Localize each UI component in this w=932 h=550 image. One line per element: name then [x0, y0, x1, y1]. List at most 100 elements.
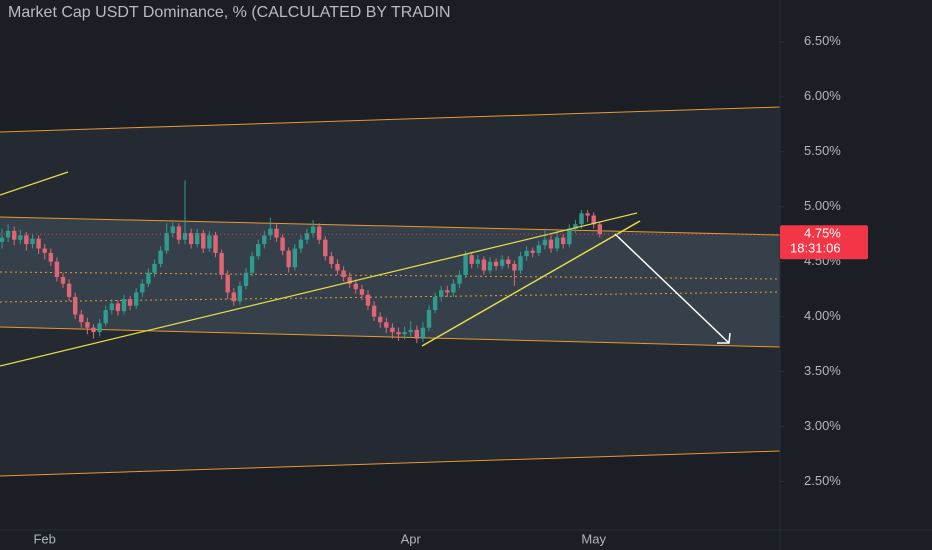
candle-body: [73, 296, 78, 315]
candle-body: [298, 239, 304, 249]
candle-body: [323, 239, 328, 257]
candle-body: [109, 303, 114, 311]
candle-body: [24, 235, 29, 245]
candle-body: [493, 261, 499, 267]
candle-body: [237, 285, 243, 302]
candle-body: [384, 322, 389, 328]
candle-body: [134, 292, 139, 306]
candle-body: [176, 226, 182, 240]
candle-body: [420, 327, 426, 339]
x-tick-label: Feb: [33, 531, 55, 546]
candle-body: [0, 237, 5, 242]
candle-body: [60, 277, 66, 284]
trend-line: [0, 171, 69, 196]
candle-body: [12, 230, 17, 240]
candle-body: [567, 228, 572, 245]
candle-body: [219, 252, 224, 275]
candle-body: [512, 263, 517, 271]
candle-body: [231, 292, 236, 302]
candle-body: [561, 237, 566, 245]
candle-body: [451, 283, 456, 293]
candle-body: [152, 263, 157, 273]
candle-body: [280, 237, 285, 251]
candle-body: [97, 323, 102, 333]
candle-body: [554, 237, 560, 249]
candle-body: [262, 235, 267, 245]
inner-channel: [0, 217, 780, 347]
candle-body: [396, 332, 401, 335]
candle-body: [256, 244, 261, 257]
chart-title: Market Cap USDT Dominance, % (CALCULATED…: [8, 4, 451, 21]
last-price-box: [780, 225, 868, 260]
candle-body: [85, 322, 90, 328]
candle-body: [506, 259, 511, 264]
candle-body: [213, 235, 218, 253]
candle-body: [487, 261, 493, 271]
last-price-label: 4.75%: [804, 226, 841, 241]
candle-body: [243, 272, 249, 286]
candle-body: [164, 233, 169, 251]
candle-body: [182, 233, 188, 240]
candle-body: [402, 332, 407, 335]
candle-body: [36, 238, 41, 249]
candle-body: [249, 256, 255, 273]
y-tick-label: 3.50%: [804, 363, 841, 378]
candle-body: [310, 226, 316, 234]
countdown: 18:31:06: [790, 241, 841, 256]
candle-body: [585, 213, 590, 216]
candle-body: [317, 226, 322, 240]
candle-body: [591, 215, 596, 225]
candle-body: [329, 256, 334, 264]
candle-body: [359, 289, 365, 295]
candle-body: [335, 263, 340, 271]
y-tick-label: 6.50%: [804, 33, 841, 48]
candle-body: [542, 239, 548, 246]
channel-line: [0, 106, 781, 133]
y-tick-label: 3.00%: [804, 418, 841, 433]
dotted-level: [0, 271, 781, 280]
candle-body: [378, 316, 383, 323]
candle-body: [408, 329, 413, 333]
candle-body: [18, 235, 23, 240]
candle-body: [548, 239, 554, 249]
candle-body: [353, 283, 358, 290]
trend-line: [0, 212, 638, 367]
channel-line: [0, 216, 781, 236]
x-tick-label: May: [581, 531, 606, 546]
candle-body: [432, 296, 438, 311]
candle-body: [371, 305, 377, 317]
arrow-head: [717, 332, 731, 344]
candle-body: [66, 283, 72, 297]
candle-body: [426, 310, 432, 328]
candle-body: [79, 314, 84, 323]
candle-body: [54, 261, 60, 278]
candle-body: [414, 329, 419, 339]
candle-body: [91, 327, 96, 333]
candle-body: [390, 327, 395, 333]
y-tick-label: 2.50%: [804, 473, 841, 488]
candle-body: [30, 238, 35, 245]
y-tick-label: 4.00%: [804, 308, 841, 323]
candle-body: [115, 303, 121, 312]
candle-body: [524, 250, 529, 257]
candle-body: [225, 274, 230, 293]
candle-body: [579, 213, 584, 225]
channel-line: [0, 326, 781, 348]
candle-body: [286, 250, 291, 268]
candle-body: [188, 233, 194, 245]
candle-body: [347, 277, 352, 284]
candle-body: [207, 235, 212, 249]
candle-body: [195, 233, 200, 245]
candle-body: [481, 259, 487, 271]
candle-body: [445, 290, 450, 293]
candle-body: [292, 248, 297, 268]
candle-body: [439, 290, 444, 297]
candle-body: [127, 299, 133, 306]
candle-body: [268, 228, 273, 236]
candle-body: [536, 245, 541, 253]
arrow: [614, 233, 730, 344]
candle-body: [158, 250, 163, 264]
trend-line: [421, 220, 641, 347]
candle-body: [341, 270, 346, 278]
